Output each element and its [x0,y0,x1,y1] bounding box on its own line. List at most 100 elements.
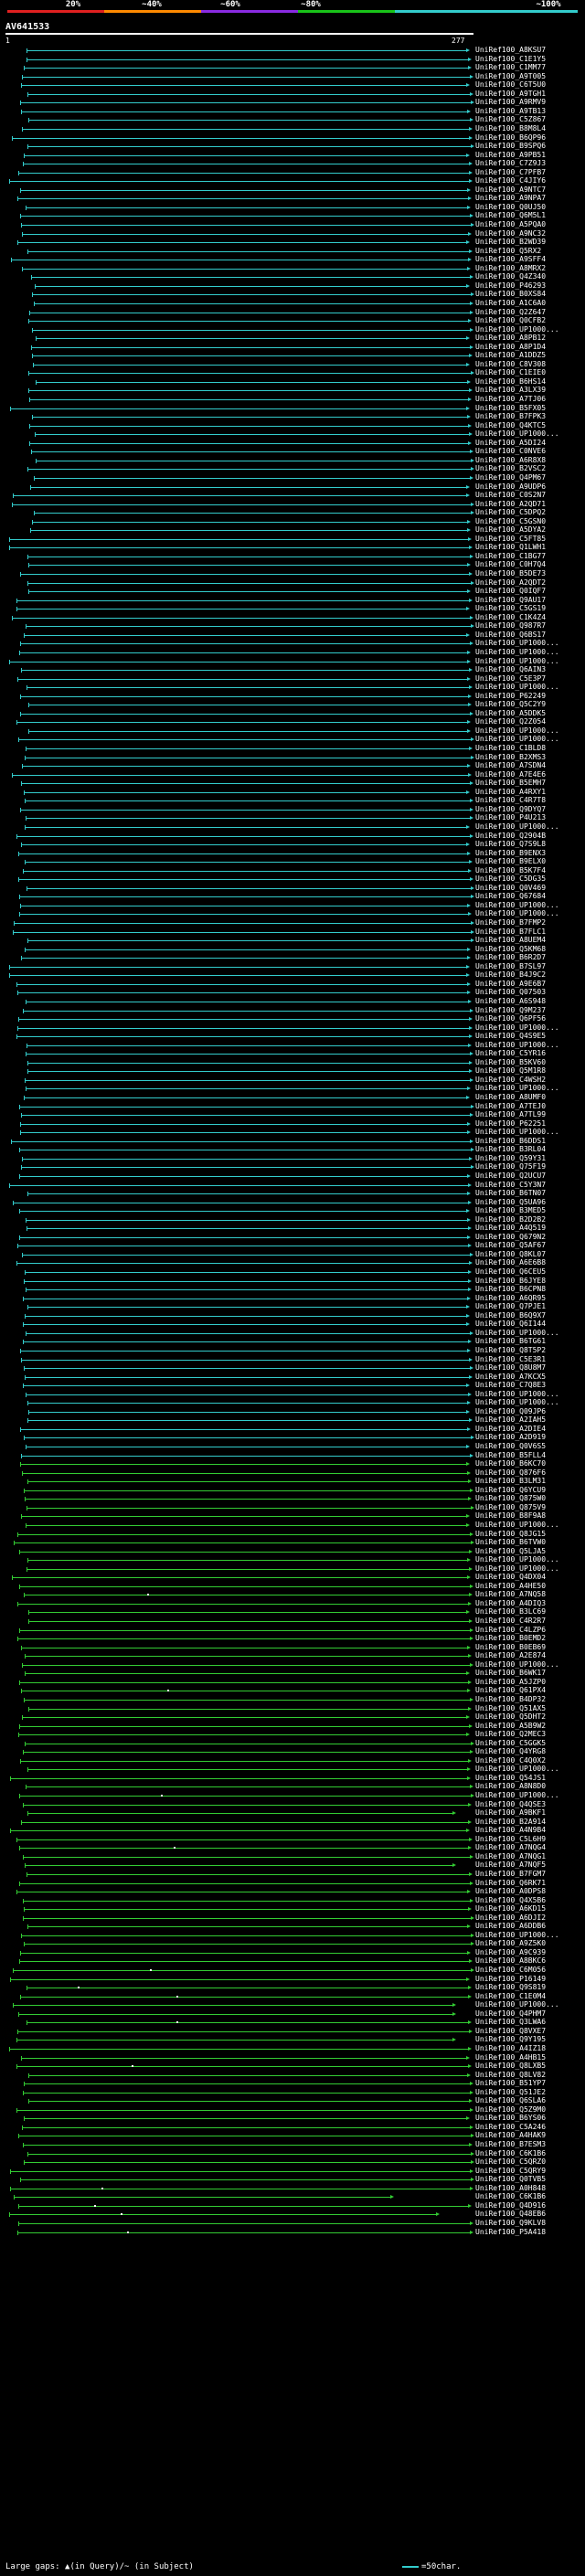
hit-bar[interactable] [21,223,474,228]
hit-link[interactable]: UniRef100_Q4Z340 [475,272,547,281]
hit-bar[interactable] [17,991,471,996]
hit-link[interactable]: UniRef100_B4J9C2 [475,970,547,980]
hit-link[interactable]: UniRef100_A3LX39 [475,386,547,395]
hit-link[interactable]: UniRef100_UP1000... [475,683,559,692]
hit-link[interactable]: UniRef100_Q48EB6 [475,2210,547,2219]
hit-bar[interactable] [26,205,471,210]
hit-bar[interactable] [27,57,472,62]
hit-link[interactable]: UniRef100_A4HE50 [475,1581,547,1590]
hit-bar[interactable] [24,790,470,795]
hit-bar[interactable] [26,1217,471,1223]
hit-link[interactable]: UniRef100_C5DPQ2 [475,508,547,517]
hit-link[interactable]: UniRef100_Q4KTC5 [475,420,547,429]
hit-bar[interactable] [24,1907,472,1913]
hit-link[interactable]: UniRef100_Q4DX04 [475,1573,547,1582]
hit-link[interactable]: UniRef100_B5EMH7 [475,779,547,788]
hit-bar[interactable] [10,1776,471,1781]
hit-bar[interactable] [25,1654,472,1659]
hit-bar[interactable] [23,2143,473,2147]
hit-link[interactable]: UniRef100_B6TN07 [475,1189,547,1198]
hit-link[interactable]: UniRef100_Q6I144 [475,1320,547,1329]
hit-link[interactable]: UniRef100_Q09JP6 [475,1406,547,1415]
hit-bar[interactable] [27,48,470,53]
hit-bar[interactable] [25,860,473,865]
hit-link[interactable]: UniRef100_B8F9A8 [475,1511,547,1521]
hit-bar[interactable] [28,1409,470,1415]
hit-link[interactable]: UniRef100_Q6RK71 [475,1878,547,1887]
hit-link[interactable]: UniRef100_B7FPK3 [475,412,547,421]
hit-bar[interactable] [22,2125,473,2130]
hit-link[interactable]: UniRef100_A8KSU7 [475,46,547,54]
hit-link[interactable]: UniRef100_B2A914 [475,1817,547,1826]
hit-link[interactable]: UniRef100_B7SL97 [475,961,547,970]
hit-link[interactable]: UniRef100_B9ENX3 [475,848,547,857]
hit-bar[interactable] [13,2003,456,2009]
hit-bar[interactable] [12,502,474,507]
hit-link[interactable]: UniRef100_Q59Y31 [475,1153,547,1162]
hit-link[interactable]: UniRef100_Q0UJ50 [475,202,547,211]
hit-link[interactable]: UniRef100_A9NPA7 [475,194,547,203]
hit-link[interactable]: UniRef100_Q9S819 [475,1983,547,1992]
hit-link[interactable]: UniRef100_A8UMF0 [475,1093,547,1101]
hit-link[interactable]: UniRef100_UP1000... [475,1659,559,1669]
hit-bar[interactable] [21,2055,470,2061]
hit-link[interactable]: UniRef100_C7PFB7 [475,167,547,176]
hit-bar[interactable] [20,641,473,647]
hit-link[interactable]: UniRef100_B0XS84 [475,290,547,299]
hit-link[interactable]: UniRef100_A7NQG4 [475,1843,547,1852]
hit-link[interactable]: UniRef100_B7FGM7 [475,1869,547,1878]
hit-link[interactable]: UniRef100_A9RMV9 [475,98,547,107]
hit-bar[interactable] [19,1680,472,1685]
hit-bar[interactable] [26,1052,473,1057]
hit-bar[interactable] [23,1915,474,1921]
hit-link[interactable]: UniRef100_A4HB15 [475,2052,547,2062]
hit-link[interactable]: UniRef100_B0EMD2 [475,1634,547,1643]
hit-link[interactable]: UniRef100_Q4D916 [475,2200,547,2210]
hit-link[interactable]: UniRef100_UP1000... [475,1398,559,1407]
hit-bar[interactable] [18,170,473,175]
hit-bar[interactable] [22,1252,473,1257]
hit-link[interactable]: UniRef100_Q6BS17 [475,630,547,639]
hit-bar[interactable] [22,231,472,237]
hit-link[interactable]: UniRef100_Q875W0 [475,1494,547,1503]
hit-bar[interactable] [24,632,470,638]
hit-link[interactable]: UniRef100_B5DE73 [475,569,547,578]
hit-bar[interactable] [21,843,470,848]
hit-bar[interactable] [34,475,473,481]
hit-bar[interactable] [16,2064,472,2070]
hit-bar[interactable] [23,1750,473,1755]
hit-bar[interactable] [9,1182,472,1188]
hit-bar[interactable] [24,2082,473,2087]
hit-bar[interactable] [34,511,474,516]
hit-link[interactable]: UniRef100_Q0IQF7 [475,587,547,596]
hit-bar[interactable] [28,1619,473,1624]
hit-link[interactable]: UniRef100_Q1LWH1 [475,543,547,552]
hit-bar[interactable] [16,833,473,839]
hit-link[interactable]: UniRef100_C1BLD8 [475,744,547,752]
hit-link[interactable]: UniRef100_A2DIE4 [475,1424,547,1433]
hit-bar[interactable] [19,1173,471,1179]
hit-bar[interactable] [34,301,473,306]
hit-bar[interactable] [21,109,471,114]
hit-link[interactable]: UniRef100_A0DPS8 [475,1887,547,1896]
hit-bar[interactable] [28,2072,471,2078]
hit-link[interactable]: UniRef100_UP1000... [475,735,559,744]
hit-link[interactable]: UniRef100_B3LM31 [475,1477,547,1486]
hit-bar[interactable] [33,362,470,367]
hit-link[interactable]: UniRef100_C5Y3N7 [475,1180,547,1189]
hit-link[interactable]: UniRef100_A5DDK5 [475,708,547,717]
hit-bar[interactable] [27,1811,456,1817]
hit-link[interactable]: UniRef100_B4DP32 [475,1694,547,1703]
hit-bar[interactable] [18,2203,472,2209]
hit-link[interactable]: UniRef100_A5DYA2 [475,525,547,535]
hit-bar[interactable] [9,964,470,970]
hit-link[interactable]: UniRef100_A8BKC6 [475,1956,547,1966]
hit-bar[interactable] [21,83,470,89]
hit-bar[interactable] [26,1288,472,1293]
hit-link[interactable]: UniRef100_Q5C2Y9 [475,700,547,709]
hit-link[interactable]: UniRef100_C4WSH2 [475,1075,547,1084]
hit-link[interactable]: UniRef100_P62251 [475,1118,547,1128]
hit-bar[interactable] [21,1933,474,1938]
hit-link[interactable]: UniRef100_B6DDS1 [475,1136,547,1145]
hit-bar[interactable] [27,685,473,691]
